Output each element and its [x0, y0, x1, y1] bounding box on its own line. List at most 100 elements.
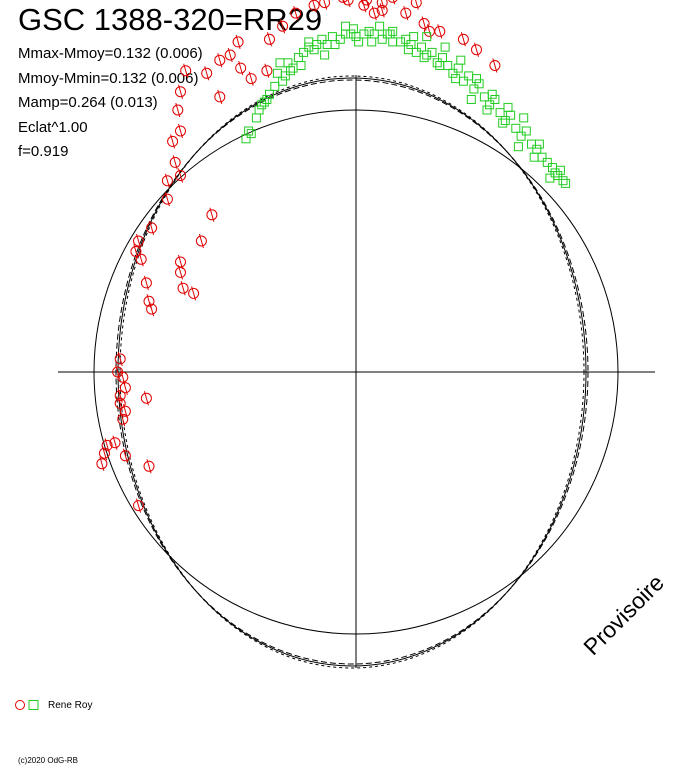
data-point-square: [341, 21, 350, 31]
data-point-square: [341, 29, 350, 39]
error-bar: [280, 19, 286, 34]
data-point-square: [296, 61, 306, 70]
data-point-square: [500, 116, 510, 125]
data-point-square: [534, 139, 544, 149]
data-point-circle: [175, 170, 186, 181]
data-point-square: [495, 108, 505, 118]
data-point-circle: [361, 0, 372, 6]
data-point-square: [469, 84, 479, 94]
data-point-square: [401, 34, 411, 44]
data-point-circle: [319, 0, 331, 9]
data-point-circle: [117, 413, 129, 425]
error-bar: [209, 207, 215, 222]
data-point-circle: [175, 86, 186, 98]
error-bar: [267, 32, 272, 47]
data-point-circle: [201, 67, 213, 79]
stat-mamp: Mamp=0.264 (0.013): [18, 94, 158, 111]
error-bar: [343, 0, 346, 5]
error-bar: [474, 42, 479, 57]
data-point-square: [280, 71, 290, 81]
data-point-square: [351, 32, 361, 42]
data-point-circle: [175, 256, 186, 268]
data-point-square: [359, 29, 369, 39]
data-point-circle: [130, 246, 142, 257]
data-point-square: [548, 163, 557, 173]
data-point-square: [516, 131, 526, 141]
data-point-circle: [114, 390, 126, 402]
data-point-square: [259, 97, 269, 107]
data-point-square: [382, 29, 392, 39]
data-point-circle: [376, 0, 388, 9]
data-point-square: [244, 126, 254, 136]
data-point-square: [309, 45, 319, 55]
data-point-square: [558, 176, 568, 186]
error-bar: [191, 286, 197, 301]
data-point-circle: [308, 0, 320, 11]
data-point-circle: [358, 0, 370, 11]
data-point-circle: [489, 60, 501, 71]
error-bar: [180, 281, 186, 296]
error-bar: [172, 155, 178, 170]
error-bar: [178, 254, 183, 270]
data-point-square: [262, 95, 272, 104]
error-bar: [264, 63, 270, 78]
error-bar: [204, 66, 210, 81]
legend-label: Rene Roy: [48, 699, 93, 711]
data-point-square: [458, 76, 468, 86]
data-point-square: [367, 37, 377, 47]
data-point-circle: [114, 353, 126, 365]
error-bar: [217, 89, 223, 105]
data-point-circle: [471, 44, 482, 56]
data-point-square: [354, 37, 364, 47]
data-point-square: [278, 76, 288, 86]
legend-markers: [15, 700, 39, 710]
error-bar: [403, 5, 409, 21]
error-bar: [312, 0, 317, 13]
error-bar: [133, 244, 139, 259]
data-point-square: [388, 37, 398, 47]
data-point-square: [555, 165, 565, 175]
error-bar: [178, 123, 183, 139]
data-point-square: [485, 100, 495, 110]
error-bar: [379, 3, 385, 18]
data-point-square: [435, 61, 445, 70]
error-bar: [102, 446, 107, 461]
data-point-square: [448, 68, 458, 78]
error-bar: [122, 380, 128, 395]
data-point-circle: [245, 73, 257, 85]
data-point-square: [453, 63, 463, 73]
data-point-circle: [161, 175, 173, 187]
data-point-circle: [146, 303, 158, 315]
data-point-circle: [161, 193, 173, 205]
data-point-circle: [376, 4, 388, 16]
data-point-circle: [195, 235, 207, 247]
data-point-square: [409, 32, 419, 42]
data-point-square: [335, 34, 345, 44]
data-point-square: [304, 37, 314, 47]
data-point-square: [537, 152, 547, 162]
error-bar: [198, 233, 204, 249]
data-point-square: [320, 50, 330, 60]
data-point-square: [482, 105, 492, 115]
data-point-circle: [224, 49, 236, 61]
data-point-circle: [387, 0, 398, 3]
data-point-circle: [206, 209, 218, 221]
data-point-square: [519, 113, 529, 123]
data-point-circle: [101, 439, 113, 451]
error-bar: [183, 63, 189, 78]
data-point-square: [503, 102, 513, 112]
data-point-square: [275, 58, 285, 68]
data-point-circle: [188, 287, 200, 299]
data-point-circle: [175, 125, 186, 137]
data-point-square: [288, 63, 298, 73]
data-point-square: [521, 126, 531, 136]
data-point-circle: [169, 156, 181, 168]
data-point-circle: [232, 36, 244, 48]
data-point-square: [417, 42, 426, 52]
data-point-circle: [214, 54, 226, 66]
data-point-square: [479, 92, 489, 102]
data-point-circle: [140, 277, 152, 289]
data-point-square: [385, 29, 395, 39]
data-point-square: [464, 71, 474, 81]
data-point-square: [511, 123, 521, 133]
